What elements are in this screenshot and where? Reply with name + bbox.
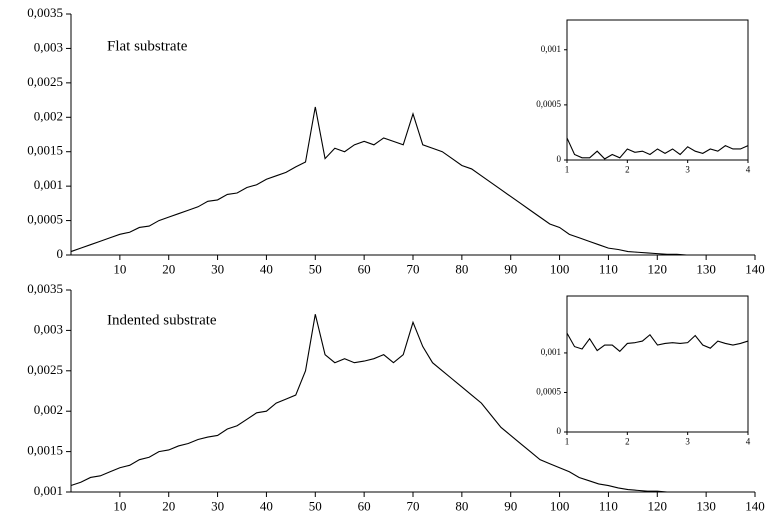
y-tick-label: 0,001 — [34, 483, 63, 498]
x-tick-label: 110 — [599, 261, 618, 276]
y-tick-label: 0,003 — [34, 321, 63, 336]
y-tick-label: 0,0005 — [27, 212, 63, 227]
x-tick-label: 1 — [565, 164, 570, 174]
y-tick-label: 0,0005 — [536, 387, 561, 397]
data-line — [566, 332, 749, 353]
x-tick-label: 140 — [745, 261, 765, 276]
annotation: Indented substrate — [107, 312, 217, 328]
data-line — [566, 137, 749, 160]
y-tick-label: 0,0015 — [27, 443, 63, 458]
x-tick-label: 90 — [504, 498, 517, 513]
x-tick-label: 80 — [455, 261, 468, 276]
y-tick-label: 0,003 — [34, 39, 63, 54]
x-tick-label: 140 — [745, 498, 765, 513]
x-tick-label: 50 — [309, 498, 322, 513]
x-tick-label: 70 — [407, 498, 420, 513]
x-tick-label: 3 — [685, 164, 690, 174]
y-tick-label: 0,002 — [34, 402, 63, 417]
x-tick-label: 50 — [309, 261, 322, 276]
inset-frame — [566, 295, 749, 433]
x-tick-label: 40 — [260, 498, 273, 513]
y-tick-label: 0,002 — [34, 108, 63, 123]
x-tick-label: 10 — [113, 498, 126, 513]
x-tick-label: 110 — [599, 498, 618, 513]
x-tick-label: 20 — [162, 261, 175, 276]
annotation: Flat substrate — [107, 38, 188, 54]
y-tick-label: 0,0005 — [536, 99, 561, 109]
x-tick-label: 2 — [625, 164, 630, 174]
x-tick-label: 100 — [550, 498, 570, 513]
x-tick-label: 130 — [696, 498, 716, 513]
x-tick-label: 10 — [113, 261, 126, 276]
data-line — [70, 314, 755, 493]
x-tick-label: 60 — [358, 498, 371, 513]
y-tick-label: 0,0025 — [27, 362, 63, 377]
x-tick-label: 30 — [211, 261, 224, 276]
x-tick-label: 90 — [504, 261, 517, 276]
x-tick-label: 130 — [696, 261, 716, 276]
y-tick-label: 0 — [557, 154, 562, 164]
data-line — [70, 106, 755, 256]
x-tick-label: 120 — [648, 498, 668, 513]
x-tick-label: 80 — [455, 498, 468, 513]
y-tick-label: 0,001 — [541, 347, 561, 357]
y-tick-label: 0,001 — [34, 177, 63, 192]
y-tick-label: 0,0035 — [27, 281, 63, 296]
x-tick-label: 30 — [211, 498, 224, 513]
x-tick-label: 2 — [625, 436, 630, 446]
inset-frame — [566, 19, 749, 161]
y-tick-label: 0,0025 — [27, 74, 63, 89]
x-tick-label: 3 — [685, 436, 690, 446]
x-tick-label: 100 — [550, 261, 570, 276]
y-tick-label: 0,001 — [541, 44, 561, 54]
y-tick-label: 0,0035 — [27, 5, 63, 20]
x-tick-label: 120 — [648, 261, 668, 276]
x-tick-label: 4 — [746, 436, 751, 446]
x-tick-label: 1 — [565, 436, 570, 446]
x-tick-label: 70 — [407, 261, 420, 276]
x-tick-label: 60 — [358, 261, 371, 276]
y-tick-label: 0,0015 — [27, 143, 63, 158]
y-tick-label: 0 — [57, 246, 64, 261]
x-tick-label: 20 — [162, 498, 175, 513]
x-tick-label: 4 — [746, 164, 751, 174]
y-tick-label: 0 — [557, 426, 562, 436]
x-tick-label: 40 — [260, 261, 273, 276]
